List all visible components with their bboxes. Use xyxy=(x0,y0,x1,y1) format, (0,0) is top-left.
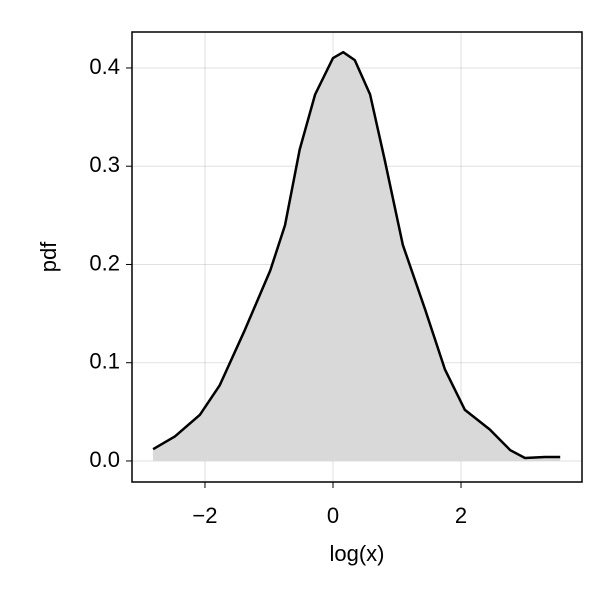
y-tick-label: 0.2 xyxy=(89,250,120,275)
density-area xyxy=(153,52,561,461)
density-line xyxy=(152,50,561,460)
y-tick-label: 0.4 xyxy=(89,54,120,79)
y-tick-label: 0.0 xyxy=(89,447,120,472)
y-axis-label: pdf xyxy=(36,241,61,272)
y-tick-label: 0.3 xyxy=(89,152,120,177)
x-tick-label: −2 xyxy=(192,503,217,528)
y-tick-label: 0.1 xyxy=(89,349,120,374)
x-tick-label: 0 xyxy=(327,503,339,528)
x-tick-label: 2 xyxy=(455,503,467,528)
plot-frame xyxy=(131,31,583,483)
x-axis-label: log(x) xyxy=(329,541,384,566)
